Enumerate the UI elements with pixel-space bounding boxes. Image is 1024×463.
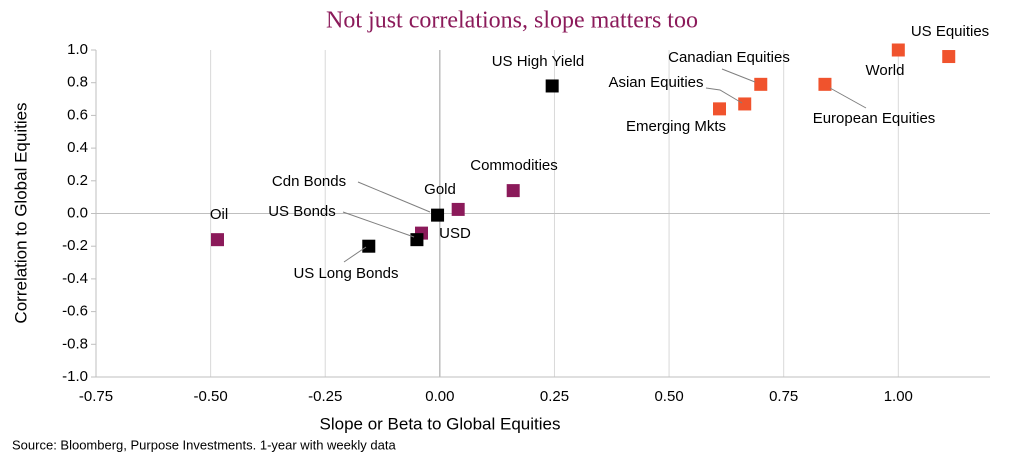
- x-tick-label: -0.25: [308, 388, 342, 405]
- leader-line: [721, 68, 756, 83]
- y-tick-label: 0.0: [67, 204, 88, 221]
- y-tick-label: -0.2: [62, 237, 88, 254]
- y-tick-label: 0.4: [67, 139, 88, 156]
- point: [451, 202, 465, 216]
- source-note: Source: Bloomberg, Purpose Investments. …: [12, 437, 396, 452]
- point-label: Oil: [210, 206, 228, 223]
- point: [738, 97, 752, 111]
- point: [431, 208, 445, 222]
- point: [506, 184, 520, 198]
- point-label: US Equities: [911, 23, 989, 40]
- y-axis-title: Correlation to Global Equities: [11, 102, 30, 323]
- x-tick-label: 0.75: [769, 388, 798, 405]
- point-label: Gold: [424, 181, 456, 198]
- point: [362, 239, 376, 253]
- y-tick-label: -0.4: [62, 270, 88, 287]
- leader-line: [342, 211, 415, 238]
- point-label: Commodities: [470, 157, 558, 174]
- y-tick-label: -0.6: [62, 303, 88, 320]
- point: [754, 77, 768, 91]
- x-tick-label: 0.50: [654, 388, 683, 405]
- point-label: US High Yield: [492, 53, 585, 70]
- x-tick-label: -0.50: [194, 388, 228, 405]
- point: [818, 77, 832, 91]
- point-label: Emerging Mkts: [626, 118, 726, 135]
- point: [410, 233, 424, 247]
- leader-line: [357, 181, 431, 213]
- y-tick-label: 0.8: [67, 74, 88, 91]
- point: [891, 43, 905, 57]
- x-tick-label: 1.00: [884, 388, 913, 405]
- point-label: European Equities: [813, 110, 936, 127]
- point-label: World: [866, 62, 905, 79]
- point: [210, 233, 224, 247]
- point-label: Cdn Bonds: [272, 173, 346, 190]
- leader-line: [705, 87, 743, 104]
- y-tick-label: -1.0: [62, 368, 88, 385]
- y-tick-label: 0.6: [67, 106, 88, 123]
- point: [713, 102, 727, 116]
- point: [942, 50, 956, 64]
- leader-line: [343, 246, 367, 263]
- leader-line: [829, 87, 867, 109]
- point-label: Asian Equities: [608, 74, 703, 91]
- point-label: USD: [439, 225, 471, 242]
- point-label: US Bonds: [268, 203, 336, 220]
- x-tick-label: -0.75: [79, 388, 113, 405]
- y-tick-label: -0.8: [62, 335, 88, 352]
- x-axis-title: Slope or Beta to Global Equities: [320, 414, 561, 433]
- point: [545, 79, 559, 93]
- point-label: Canadian Equities: [668, 49, 790, 66]
- chart-title: Not just correlations, slope matters too: [326, 8, 698, 34]
- point-label: US Long Bonds: [293, 265, 398, 282]
- x-tick-label: 0.25: [540, 388, 569, 405]
- y-tick-label: 0.2: [67, 172, 88, 189]
- y-tick-label: 1.0: [67, 41, 88, 58]
- x-tick-label: 0.00: [425, 388, 454, 405]
